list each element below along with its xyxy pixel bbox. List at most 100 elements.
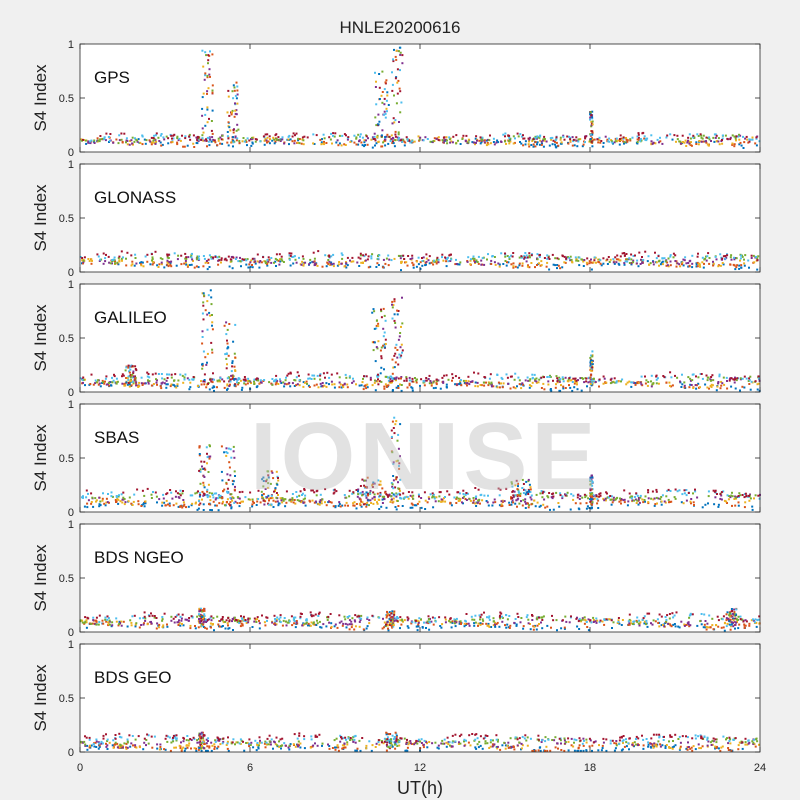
data-point (399, 111, 402, 114)
data-point (141, 143, 144, 146)
data-point (336, 372, 339, 375)
data-point (459, 497, 462, 500)
data-point (578, 498, 581, 500)
data-point (161, 626, 164, 628)
data-point (393, 366, 396, 369)
data-point (181, 622, 183, 625)
data-point (130, 621, 133, 624)
data-point (85, 619, 88, 622)
data-point (748, 494, 750, 497)
data-point (536, 616, 539, 619)
data-point (398, 462, 401, 465)
data-point (83, 505, 86, 508)
data-point (245, 259, 248, 262)
data-point (591, 116, 594, 119)
data-point (188, 135, 191, 138)
data-point (415, 625, 418, 628)
data-point (599, 141, 602, 144)
data-point (397, 131, 400, 134)
data-point (370, 138, 373, 141)
data-point (242, 378, 245, 381)
data-point (485, 622, 488, 625)
data-point (274, 620, 277, 623)
data-point (411, 491, 414, 494)
data-point (274, 140, 277, 143)
data-point (295, 384, 298, 387)
data-point (251, 500, 254, 503)
data-point (428, 382, 431, 385)
data-point (154, 372, 157, 375)
data-point (105, 375, 108, 378)
data-point (225, 321, 228, 324)
data-point (281, 497, 284, 500)
data-point (643, 499, 646, 501)
data-point (707, 490, 710, 493)
data-point (407, 255, 410, 257)
data-point (184, 618, 187, 621)
data-point (718, 373, 721, 376)
data-point (614, 256, 617, 259)
data-point (291, 256, 294, 258)
data-point (82, 381, 84, 384)
data-point (182, 490, 184, 492)
data-point (423, 491, 426, 494)
data-point (497, 487, 500, 490)
data-point (628, 380, 631, 383)
data-point (105, 253, 107, 256)
data-point (291, 382, 294, 385)
data-point (397, 487, 400, 490)
data-point (266, 486, 269, 489)
data-point (510, 254, 513, 257)
data-point (226, 501, 228, 503)
data-point (748, 622, 751, 625)
data-point (397, 377, 400, 380)
data-point (327, 262, 330, 265)
data-point (159, 141, 162, 144)
data-point (406, 386, 409, 389)
data-point (395, 420, 398, 423)
data-point (474, 621, 477, 624)
data-point (514, 387, 517, 390)
data-point (547, 496, 550, 499)
data-point (701, 137, 704, 140)
data-point (146, 623, 149, 626)
data-point (718, 375, 721, 378)
data-point (560, 627, 563, 630)
data-point (586, 626, 589, 628)
data-point (584, 496, 587, 499)
data-point (552, 139, 555, 142)
data-point (201, 336, 204, 338)
data-point (204, 356, 207, 359)
data-point (454, 263, 457, 266)
data-point (364, 485, 367, 488)
data-point (399, 346, 402, 349)
data-point (130, 379, 133, 382)
data-point (134, 375, 136, 378)
data-point (384, 262, 387, 265)
data-point (735, 135, 738, 138)
data-point (475, 505, 478, 507)
data-point (269, 497, 272, 500)
data-point (233, 86, 236, 89)
data-point (387, 142, 390, 145)
data-point (529, 491, 532, 493)
data-point (434, 617, 436, 620)
data-point (507, 261, 510, 264)
data-point (693, 136, 696, 139)
data-point (232, 256, 235, 259)
data-point (243, 619, 246, 622)
data-point (591, 137, 593, 140)
data-point (655, 374, 658, 377)
data-point (351, 256, 354, 259)
data-point (646, 625, 649, 628)
data-point (674, 260, 677, 262)
data-point (399, 90, 402, 93)
data-point (599, 492, 602, 495)
data-point (167, 137, 170, 140)
data-point (379, 372, 382, 375)
data-point (274, 260, 277, 263)
data-point (687, 492, 690, 494)
data-point (554, 143, 556, 146)
data-point (410, 622, 413, 625)
